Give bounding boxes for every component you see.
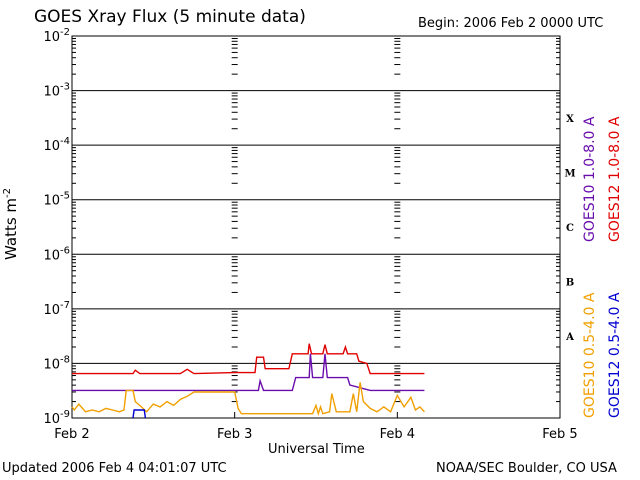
credit-text: NOAA/SEC Boulder, CO USA [436,461,617,476]
y-tick-label: 10-5 [43,191,70,209]
begin-time: Begin: 2006 Feb 2 0000 UTC [418,16,604,31]
series-line-0 [72,343,425,375]
flare-class-B: B [566,278,574,289]
flare-class-X: X [566,114,574,125]
y-tick-label: 10-7 [43,300,70,318]
flare-class-C: C [566,223,574,234]
flare-class-A: A [565,332,574,343]
x-tick-label: Feb 2 [54,427,89,442]
y-tick-label: 10-4 [43,136,70,154]
x-tick-label: Feb 5 [542,427,577,442]
chart-title: GOES Xray Flux (5 minute data) [34,7,306,27]
updated-timestamp: Updated 2006 Feb 4 04:01:07 UTC [2,461,227,476]
x-axis-label: Universal Time [268,442,365,457]
series-line-3 [132,409,147,419]
x-tick-label: Feb 3 [217,427,252,442]
x-tick-label: Feb 4 [380,427,415,442]
y-tick-label: 10-3 [43,82,70,100]
flare-class-M: M [564,168,575,179]
y-tick-label: 10-8 [43,354,70,372]
y-tick-label: 10-2 [43,27,70,45]
y-tick-label: 10-9 [43,409,70,427]
series-line-1 [72,353,425,392]
series-line-2 [71,382,425,417]
plot-frame [71,35,561,419]
y-tick-label: 10-6 [43,245,70,263]
